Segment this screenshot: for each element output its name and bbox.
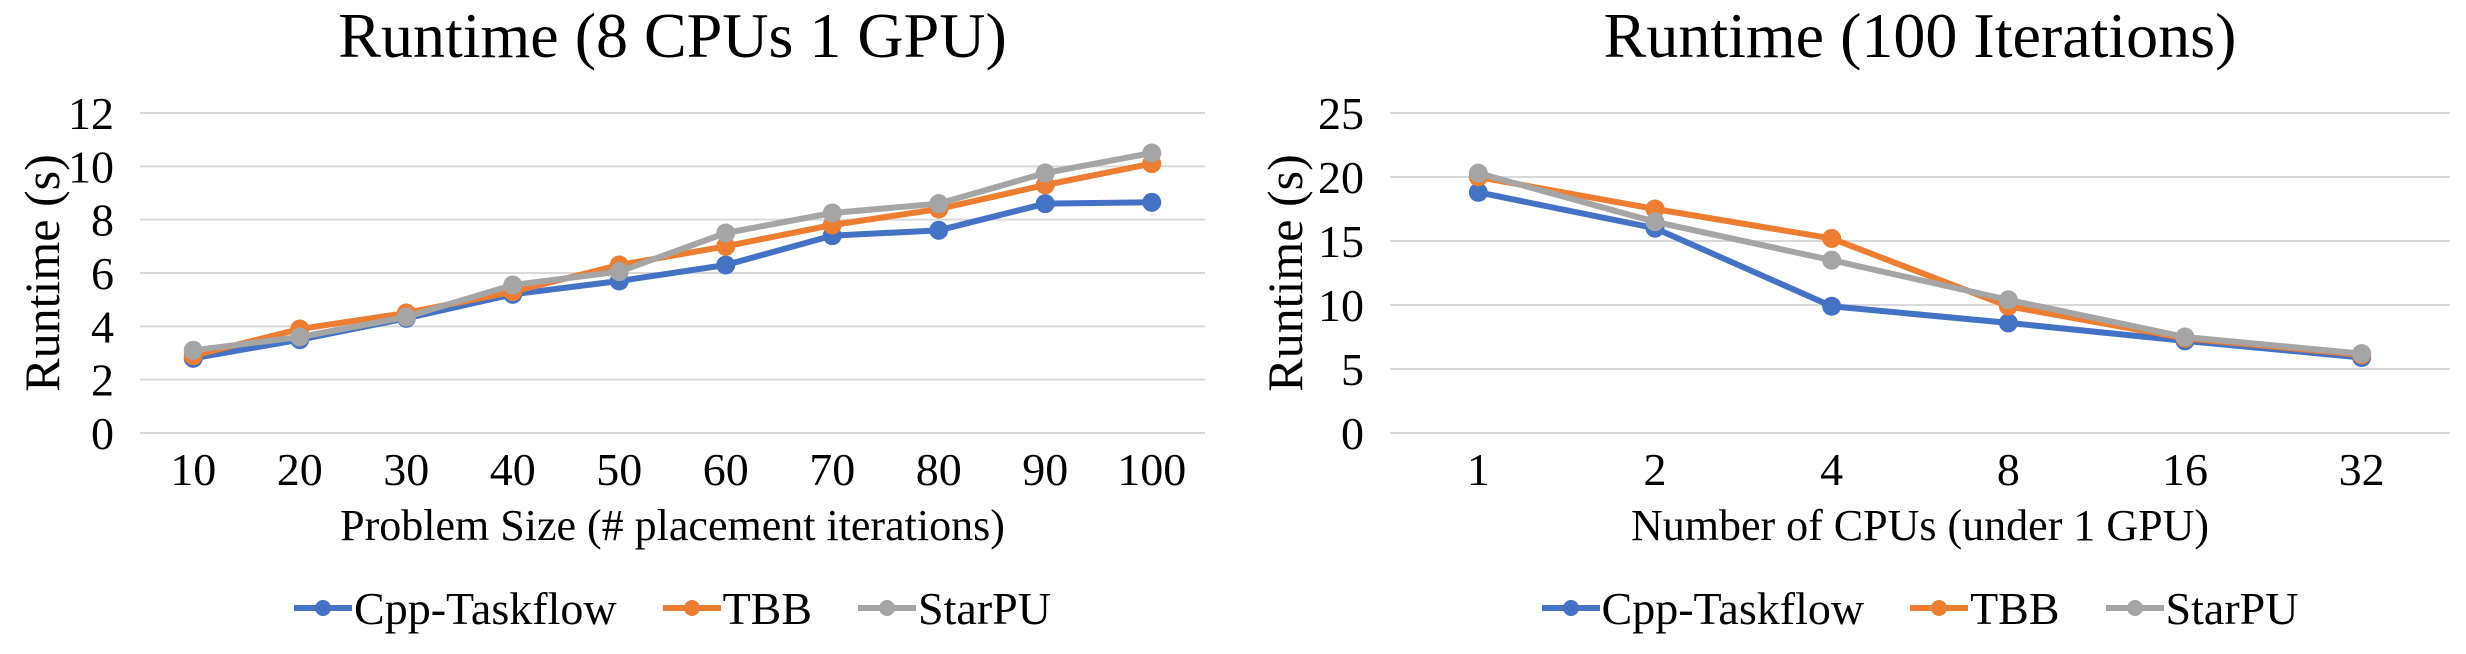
y-tick-label: 12 [68, 88, 114, 139]
data-point [396, 307, 416, 327]
data-point [2352, 344, 2372, 364]
legend-item-starpu: StarPU [858, 582, 1051, 635]
data-point [1822, 228, 1842, 248]
x-tick-label: 60 [703, 444, 749, 495]
x-tick-label: 20 [277, 444, 323, 495]
data-point [2175, 327, 2195, 347]
plot-area: 0 5 10 15 20 25 1 2 4 8 16 32 [1318, 88, 2450, 495]
x-tick-label: 4 [1820, 444, 1843, 495]
data-point [929, 220, 949, 240]
data-point [1035, 194, 1055, 214]
data-point [1822, 250, 1842, 270]
legend-marker-icon [1910, 600, 1969, 616]
legend-item-cpp-taskflow: Cpp-Taskflow [1541, 582, 1865, 635]
x-axis-title: Problem Size (# placement iterations) [340, 501, 1005, 550]
legend-marker-icon [2105, 600, 2164, 616]
legend-item-starpu: StarPU [2105, 582, 2299, 635]
x-tick-label: 2 [1644, 444, 1667, 495]
x-tick-label: 30 [383, 444, 429, 495]
data-point [822, 203, 842, 223]
legend-marker-icon [1541, 600, 1600, 616]
chart-title: Runtime (100 Iterations) [1603, 0, 2237, 71]
x-tick-label: 32 [2339, 444, 2385, 495]
data-point [290, 327, 310, 347]
data-point [1142, 192, 1162, 212]
y-tick-label: 8 [91, 195, 114, 246]
legend-label: StarPU [918, 582, 1051, 634]
y-tick-label: 0 [1341, 408, 1364, 459]
data-point [1035, 163, 1055, 183]
y-tick-label: 4 [91, 301, 114, 352]
series-line-tbb [1475, 174, 2365, 358]
data-point [1998, 313, 2018, 333]
y-tick-label: 6 [91, 248, 114, 299]
x-tick-label: 70 [809, 444, 855, 495]
y-tick-label: 15 [1318, 216, 1364, 267]
series-line-starpu [190, 150, 1155, 354]
y-tick-label: 5 [1341, 344, 1364, 395]
chart-title: Runtime (8 CPUs 1 GPU) [338, 0, 1007, 71]
legend-item-cpp-taskflow: Cpp-Taskflow [294, 582, 617, 635]
x-axis-title: Number of CPUs (under 1 GPU) [1630, 501, 2210, 550]
legend: Cpp-Taskflow TBB StarPU [1390, 578, 2450, 638]
x-tick-label: 80 [916, 444, 962, 495]
legend-item-tbb: TBB [662, 582, 813, 635]
x-tick-label: 16 [2162, 444, 2208, 495]
y-tick-label: 25 [1318, 88, 1364, 139]
x-tick-label: 40 [490, 444, 536, 495]
legend-marker-icon [294, 600, 353, 616]
x-tick-label: 100 [1117, 444, 1186, 495]
y-tick-label: 0 [91, 408, 114, 459]
series-line-cpp-taskflow [190, 199, 1155, 362]
legend-marker-icon [662, 600, 721, 616]
y-tick-label: 20 [1318, 152, 1364, 203]
y-tick-label: 10 [1318, 280, 1364, 331]
data-point [1645, 212, 1665, 232]
series-line-tbb [190, 160, 1155, 359]
x-tick-label: 50 [596, 444, 642, 495]
legend-label: TBB [1970, 582, 2060, 634]
legend-label: StarPU [2165, 582, 2299, 634]
legend-marker-icon [858, 600, 917, 616]
data-point [609, 262, 629, 282]
data-point [1998, 290, 2018, 310]
legend-label: Cpp-Taskflow [354, 582, 617, 634]
x-tick-label: 1 [1467, 444, 1490, 495]
data-point [503, 275, 523, 295]
series-line-starpu [1475, 170, 2365, 357]
data-point [1468, 163, 1488, 183]
data-point [1822, 296, 1842, 316]
legend-label: Cpp-Taskflow [1601, 582, 1865, 634]
y-tick-label: 2 [91, 355, 114, 406]
data-point [929, 194, 949, 214]
data-point [1142, 143, 1162, 163]
data-point [1468, 182, 1488, 202]
x-tick-label: 10 [170, 444, 216, 495]
legend-item-tbb: TBB [1910, 582, 2060, 635]
data-point [716, 223, 736, 243]
legend: Cpp-Taskflow TBB StarPU [140, 578, 1205, 638]
data-point [183, 340, 203, 360]
x-tick-label: 90 [1022, 444, 1068, 495]
y-tick-label: 10 [68, 141, 114, 192]
data-point [716, 236, 736, 256]
legend-label: TBB [722, 582, 813, 634]
data-point [716, 255, 736, 275]
x-tick-label: 8 [1997, 444, 2020, 495]
